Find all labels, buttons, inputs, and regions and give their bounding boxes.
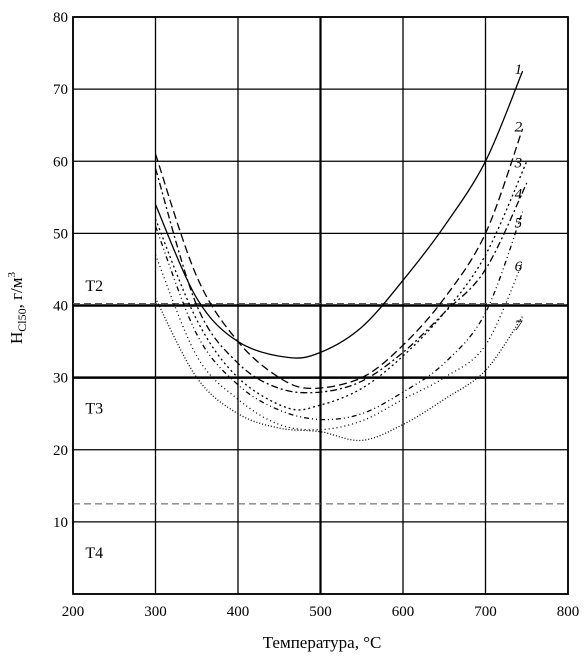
region-label: T4 [85,545,103,562]
series-5-line [154,211,524,421]
x-tick-label: 300 [144,604,167,620]
series-label: 3 [514,156,523,172]
x-tick-label: 500 [309,604,332,620]
x-tick-label: 700 [474,604,497,620]
y-tick-label: 60 [53,154,68,170]
region-label: T2 [85,278,103,295]
y-axis-title: HCl50, г/м3 [6,271,29,344]
series-1-line [154,70,524,359]
series-layer [154,70,528,442]
series-3-line [154,161,528,411]
series-2-line [154,128,524,390]
series-label: 5 [515,216,523,232]
x-tick-label: 600 [392,604,415,620]
x-tick-label: 400 [227,604,250,620]
series-4-line [154,168,528,394]
y-tick-label: 20 [53,443,68,459]
tick-labels: 200 300 400 500 600 700 800 10 20 30 40 50 60 70 80 [53,10,579,620]
region-label: T3 [85,401,103,418]
annotation-labels: T2 T3 T4 1 2 3 4 5 6 7 [85,62,523,562]
series-label: 2 [515,120,523,136]
series-label: 6 [515,259,523,275]
y-tick-label: 30 [53,371,68,387]
y-tick-label: 10 [53,515,68,531]
y-tick-label: 40 [53,299,68,315]
x-tick-label: 200 [62,604,85,620]
y-tick-label: 80 [53,10,68,26]
series-6-line [154,254,524,431]
series-label: 7 [515,318,524,334]
series-label: 4 [515,187,523,203]
y-tick-label: 50 [53,226,68,242]
x-tick-label: 800 [557,604,580,620]
reference-lines [73,303,568,505]
y-tick-label: 70 [53,82,68,98]
x-axis-title: Температура, °С [263,633,382,652]
series-label: 1 [515,62,523,78]
